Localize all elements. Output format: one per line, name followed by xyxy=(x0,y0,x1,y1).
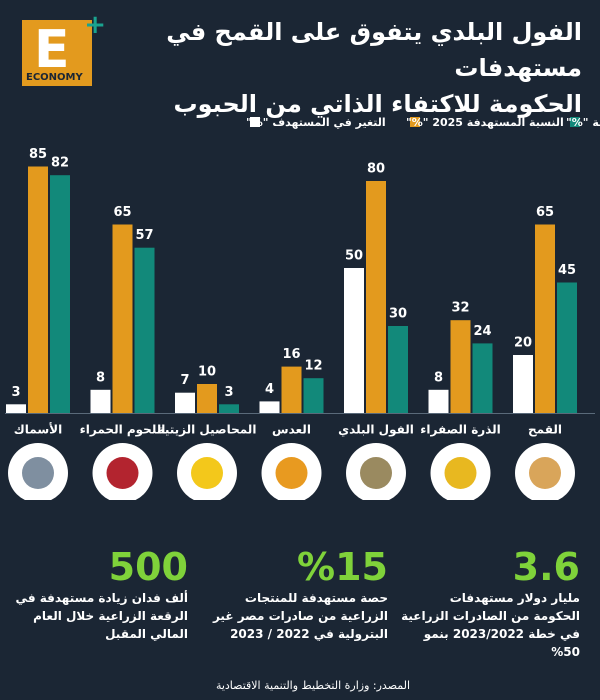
value-label: 65 xyxy=(536,205,554,220)
bar xyxy=(112,224,133,413)
bar xyxy=(450,320,471,413)
bar xyxy=(197,384,217,413)
legend-swatch xyxy=(410,117,420,127)
category-icon-fill xyxy=(22,457,54,489)
value-label: 3 xyxy=(224,385,233,400)
value-label: 32 xyxy=(451,301,469,316)
value-label: 8 xyxy=(96,370,105,385)
category-icon-fill xyxy=(360,457,392,489)
value-label: 24 xyxy=(473,324,491,339)
value-label: 12 xyxy=(304,359,322,374)
bar xyxy=(281,366,302,413)
title: الفول البلدي يتفوق على القمح في مستهدفات… xyxy=(112,14,582,122)
legend-swatch xyxy=(250,117,260,127)
bar xyxy=(535,224,555,413)
category-icon-fill xyxy=(106,457,139,489)
legend-label: النسبة الحالية "%" xyxy=(566,116,600,129)
category-label: الذرة الصفراء xyxy=(420,423,501,437)
bar xyxy=(557,282,577,413)
bar xyxy=(388,326,408,413)
value-label: 85 xyxy=(29,147,47,162)
bar xyxy=(90,389,111,413)
bar xyxy=(344,268,364,413)
category-label: المحاصيل الزيتية xyxy=(158,423,257,437)
category-label: الفول البلدي xyxy=(338,423,414,438)
value-label: 10 xyxy=(198,365,216,380)
value-label: 65 xyxy=(113,205,131,220)
category-label: القمح xyxy=(528,423,562,437)
stat-number: 3.6 xyxy=(512,545,580,589)
value-label: 4 xyxy=(265,382,274,397)
stat: 500 ألف فدان زيادة مستهدفة في الرقعة الز… xyxy=(8,545,188,643)
stat: %15 حصة مستهدفة للمنتجات الزراعية من صاد… xyxy=(208,545,388,643)
category-icon-fill xyxy=(191,457,223,489)
bar xyxy=(6,404,26,413)
source: المصدر: وزارة التخطيط والتنمية الاقتصادي… xyxy=(215,679,410,692)
value-label: 30 xyxy=(389,307,407,322)
value-label: 8 xyxy=(434,370,443,385)
category-icon-fill xyxy=(444,457,477,489)
logo-plus: + xyxy=(84,10,106,40)
logo: E ECONOMY + xyxy=(22,10,106,86)
value-label: 45 xyxy=(558,263,576,278)
value-label: 7 xyxy=(180,373,189,388)
logo-word: ECONOMY xyxy=(26,72,83,83)
value-label: 57 xyxy=(135,228,153,243)
category-icon-fill xyxy=(275,457,308,489)
bar xyxy=(219,404,239,413)
stat-text: حصة مستهدفة للمنتجات الزراعية من صادرات … xyxy=(212,591,388,641)
bar xyxy=(175,392,195,413)
bar xyxy=(513,355,533,413)
category-label: الأسماك xyxy=(14,422,62,437)
value-label: 80 xyxy=(367,162,385,177)
legend-swatch xyxy=(570,117,580,127)
stat: 3.6 مليار دولار مستهدفات الحكومة من الصا… xyxy=(400,545,580,661)
bar xyxy=(259,401,280,413)
category-label: اللحوم الحمراء xyxy=(80,423,166,438)
logo-letter: E xyxy=(34,20,70,80)
value-label: 3 xyxy=(11,385,20,400)
stat-number: 500 xyxy=(108,545,188,589)
value-label: 20 xyxy=(514,336,532,351)
legend-label: التغير في المستهدف "%" xyxy=(246,116,386,129)
bar xyxy=(303,378,324,413)
bar xyxy=(134,247,155,413)
value-label: 50 xyxy=(345,249,363,264)
chart: النسبة الحالية "%"النسبة المستهدفة 2025 … xyxy=(5,116,600,500)
bar xyxy=(50,175,70,413)
stat-text: مليار دولار مستهدفات الحكومة من الصادرات… xyxy=(401,591,580,659)
title-line: الحكومة للاكتفاء الذاتي من الحبوب xyxy=(173,90,583,118)
category-icon-fill xyxy=(529,457,561,489)
bar xyxy=(472,343,493,413)
bar xyxy=(366,181,386,413)
stat-text: ألف فدان زيادة مستهدفة في الرقعة الزراعي… xyxy=(15,591,188,641)
legend-label: النسبة المستهدفة 2025 "%" xyxy=(406,116,564,129)
bar xyxy=(28,166,48,413)
title-line: الفول البلدي يتفوق على القمح في مستهدفات xyxy=(166,18,582,82)
category-label: العدس xyxy=(272,423,311,437)
value-label: 82 xyxy=(51,156,69,171)
value-label: 16 xyxy=(282,347,300,362)
stat-number: %15 xyxy=(297,545,388,589)
bar xyxy=(428,389,449,413)
